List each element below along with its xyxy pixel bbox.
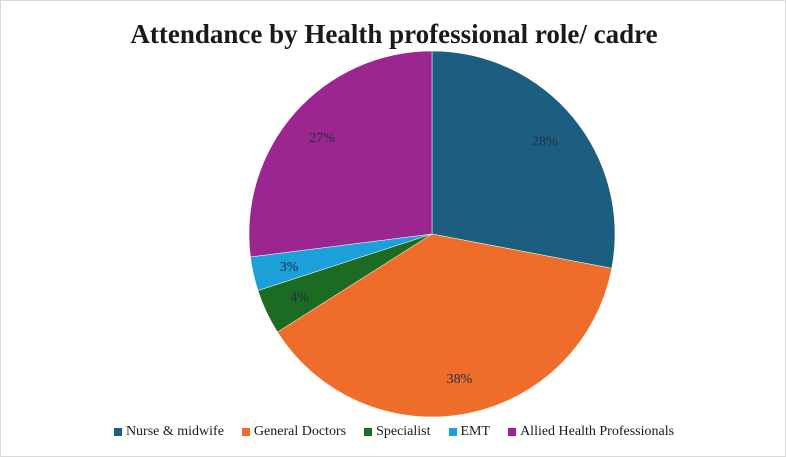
legend-label: Nurse & midwife bbox=[125, 424, 224, 439]
legend-swatch bbox=[364, 428, 373, 436]
legend-label: Specialist bbox=[376, 424, 431, 439]
legend: Nurse & midwife General Doctors Specialist… bbox=[1, 424, 785, 440]
legend-item: EMT bbox=[448, 424, 491, 440]
data-label: 27% bbox=[309, 131, 335, 146]
legend-swatch bbox=[241, 428, 250, 436]
legend-label: General Doctors bbox=[253, 424, 347, 439]
legend-label: EMT bbox=[460, 424, 491, 439]
legend-item: Nurse & midwife bbox=[113, 424, 224, 440]
pie-slice-allied-health-professionals bbox=[248, 50, 433, 258]
data-label: 3% bbox=[280, 260, 299, 275]
data-label: 38% bbox=[447, 372, 473, 387]
data-label: 28% bbox=[532, 135, 558, 150]
legend-swatch bbox=[448, 428, 457, 436]
data-label: 4% bbox=[290, 290, 309, 305]
pie-slice-general-doctors bbox=[277, 233, 613, 418]
legend-item: General Doctors bbox=[241, 424, 347, 440]
pie-slice-nurse-midwife bbox=[431, 50, 616, 269]
legend-item: Allied Health Professionals bbox=[508, 424, 674, 440]
chart-title: Attendance by Health professional role/ … bbox=[130, 19, 658, 49]
legend-item: Specialist bbox=[364, 424, 431, 440]
legend-swatch bbox=[508, 428, 517, 436]
legend-swatch bbox=[113, 428, 122, 436]
legend-label: Allied Health Professionals bbox=[520, 424, 675, 439]
